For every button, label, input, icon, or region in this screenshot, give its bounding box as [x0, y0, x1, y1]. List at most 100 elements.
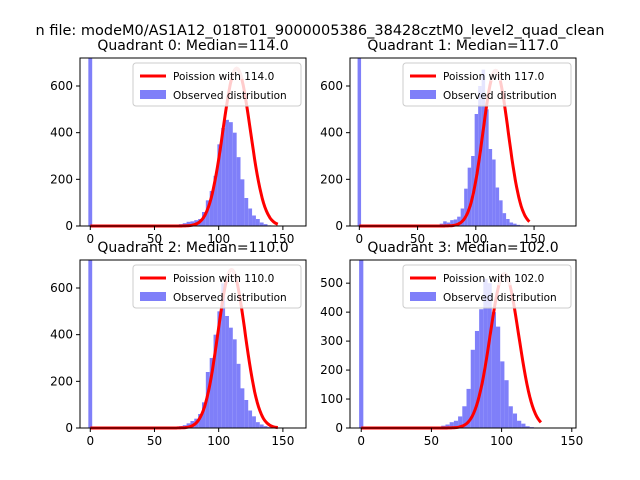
hist-bar: [240, 179, 245, 226]
hist-bar: [240, 388, 245, 428]
y-tick-label: 400: [320, 305, 343, 319]
y-tick-label: 500: [320, 276, 343, 290]
figure-suptitle: n file: modeM0/AS1A12_018T01_9000005386_…: [36, 23, 605, 39]
y-tick-label: 400: [50, 328, 73, 342]
legend-box: [132, 62, 302, 107]
x-tick-label: 50: [147, 434, 162, 448]
hist-bar: [236, 157, 241, 226]
hist-bar: [446, 222, 451, 226]
y-tick-label: 200: [50, 172, 73, 186]
subplot-title-quadrant-1: Quadrant 1: Median=117.0: [367, 38, 558, 54]
y-tick-label: 600: [320, 79, 343, 93]
hist-bar: [466, 388, 471, 428]
hist-bar: [263, 224, 268, 226]
legend-swatch-observed: [410, 292, 436, 301]
hist-bar: [499, 200, 503, 226]
legend-box: [402, 264, 572, 309]
subplot-title-quadrant-0: Quadrant 0: Median=114.0: [97, 38, 288, 54]
hist-bar: [201, 402, 206, 428]
x-tick-label: 100: [207, 434, 230, 448]
plot-area-quadrant-2: 0 50 100 150 0 200 400 600 Poission with 110.0 Ob…: [50, 259, 307, 448]
hist-bar: [525, 426, 530, 428]
plot-area-quadrant-0: 0 50 100 150 0 200 400 600 Poission with 114.0 Ob…: [50, 57, 307, 246]
legend-label-observed: Observed distribution: [443, 90, 557, 102]
hist-bar: [259, 424, 264, 428]
axes-frame: [79, 259, 307, 429]
hist-bar: [248, 208, 253, 226]
hist-bar: [186, 221, 191, 226]
hist-bar: [255, 422, 260, 428]
hist-bar: [228, 122, 233, 226]
x-tick-label: 100: [490, 434, 513, 448]
hist-bar: [521, 423, 526, 428]
hist-bar: [259, 222, 264, 226]
x-tick-label: 0: [86, 434, 94, 448]
hist-bar: [467, 167, 472, 226]
legend-label-poisson: Poission with 102.0: [443, 273, 544, 285]
subplot-quadrant-0: Quadrant 0: Median=114.0 0 50 100 150 0 200 40…: [50, 38, 307, 246]
hist-bar: [517, 420, 522, 428]
hist-bar: [462, 406, 467, 428]
hist-bar: [485, 109, 489, 226]
hist-bar-zero: [88, 260, 93, 428]
subplot-quadrant-3: 0 50 100 150 0 100 200 300 400 500 Poission with 1…: [320, 240, 583, 448]
x-tick-label: 50: [424, 434, 439, 448]
hist-bar: [263, 426, 268, 428]
hist-bar: [488, 149, 493, 226]
hist-bar: [232, 339, 237, 428]
hist-bar: [460, 208, 465, 226]
hist-bar: [509, 222, 514, 226]
y-tick-label: 600: [50, 281, 73, 295]
hist-bar: [213, 334, 218, 428]
legend: Poission with 102.0 Observed distribution: [402, 264, 572, 309]
hist-bar: [209, 191, 214, 226]
hist-bar: [225, 316, 229, 428]
hist-bar: [252, 416, 256, 428]
y-tick-label: 400: [320, 126, 343, 140]
legend-swatch-observed: [140, 90, 166, 99]
hist-bar: [255, 219, 260, 226]
hist-bar: [512, 413, 518, 428]
legend: Poission with 114.0 Observed distribution: [132, 62, 302, 107]
hist-bar: [232, 132, 237, 226]
y-tick-label: 200: [320, 172, 343, 186]
x-tick-label: 100: [207, 232, 230, 246]
hist-bar: [483, 278, 488, 428]
hist-bar: [443, 221, 447, 226]
x-tick-label: 150: [523, 232, 546, 246]
x-tick-label: 0: [357, 434, 365, 448]
y-tick-label: 0: [335, 219, 343, 233]
hist-bar: [453, 420, 459, 428]
hist-bar: [225, 119, 229, 226]
hist-bar: [513, 223, 517, 226]
x-tick-label: 150: [560, 434, 583, 448]
y-tick-label: 200: [320, 363, 343, 377]
hist-bar: [248, 410, 253, 428]
axes-frame: [349, 259, 577, 429]
legend-label-poisson: Poission with 117.0: [443, 71, 544, 83]
hist-bar-zero: [88, 58, 93, 226]
hist-bar: [221, 283, 226, 428]
hist-bar: [474, 330, 480, 428]
hist-bar: [217, 144, 222, 226]
hist-bar: [500, 361, 505, 428]
hist-bar: [458, 416, 463, 428]
hist-bar: [209, 358, 214, 428]
hist-bar: [449, 422, 454, 428]
hist-bar: [205, 200, 210, 226]
x-tick-label: 150: [271, 232, 294, 246]
hist-bar-zero: [359, 260, 364, 428]
hist-bar: [479, 309, 484, 428]
hist-bar: [217, 311, 222, 428]
hist-bar: [487, 283, 492, 428]
hist-bar: [495, 326, 501, 428]
hist-bar: [252, 215, 256, 226]
plot-area-quadrant-1: 0 50 100 150 0 200 400 600 Poission with 117.0 Ob…: [320, 57, 577, 246]
y-tick-label: 400: [50, 126, 73, 140]
hist-bar: [228, 327, 233, 428]
hist-bar: [450, 220, 454, 226]
hist-bar: [508, 406, 513, 428]
legend-box: [402, 62, 572, 107]
legend-label-observed: Observed distribution: [173, 292, 287, 304]
x-tick-label: 0: [86, 232, 94, 246]
